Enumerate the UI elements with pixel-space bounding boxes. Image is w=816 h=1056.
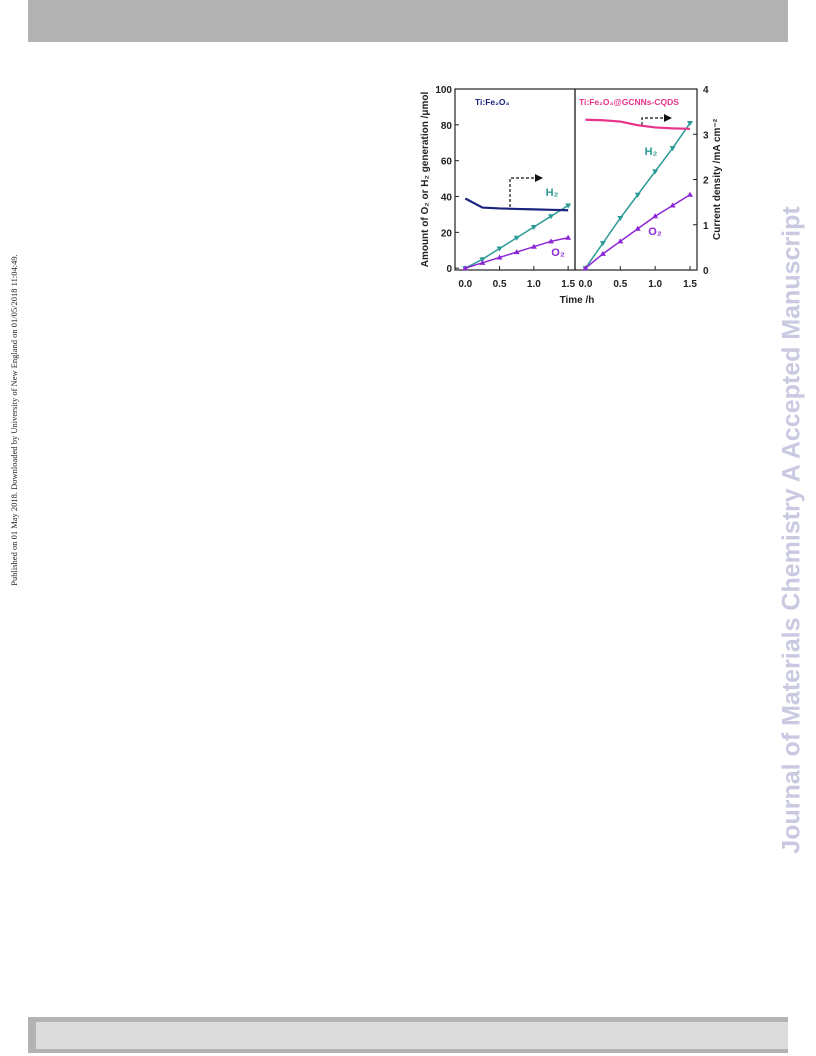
y2-tick-label: 4 (703, 85, 709, 96)
marker (687, 191, 694, 197)
marker (530, 243, 537, 249)
marker (634, 225, 641, 231)
x-tick-label: 0.0 (579, 279, 593, 290)
marker (479, 259, 486, 265)
marker (479, 257, 486, 263)
marker (634, 192, 641, 198)
x-axis-label: Time /h (560, 295, 595, 306)
marker (496, 254, 503, 260)
y-tick-label: 100 (435, 85, 452, 96)
header-bar (28, 0, 788, 42)
marker (496, 246, 503, 252)
x-tick-label: 0.0 (458, 279, 472, 290)
arrow (509, 117, 664, 207)
marker (565, 234, 572, 240)
footer-inner (36, 1022, 788, 1049)
x-tick-label: 1.0 (648, 279, 662, 290)
y-tick-label: 0 (446, 264, 452, 275)
y2-tick-label: 1 (703, 221, 709, 232)
marker (599, 250, 606, 256)
series-label: H₂ (546, 187, 559, 199)
y2-tick-label: 3 (703, 130, 709, 141)
marker (513, 249, 520, 255)
y-tick-label: 60 (441, 157, 453, 168)
panel-title: Ti:Fe₂O₃ (475, 97, 510, 107)
x-tick-label: 1.5 (561, 279, 575, 290)
marker (462, 265, 469, 271)
y-tick-label: 20 (441, 228, 453, 239)
panel-title: Ti:Fe₂O₃@GCNNs-CQDS (579, 97, 679, 107)
marker (617, 216, 624, 222)
panel-frame (454, 88, 576, 271)
marker (652, 213, 659, 219)
marker (548, 214, 554, 220)
marker (669, 146, 676, 152)
x-tick-label: 1.0 (527, 279, 541, 290)
marker (530, 224, 537, 230)
arrow-head (664, 114, 672, 122)
marker (617, 238, 624, 244)
y2-tick-label: 2 (703, 176, 709, 187)
series-label: O₂ (648, 226, 662, 238)
x-tick-label: 0.5 (613, 279, 627, 290)
marker (669, 202, 676, 208)
marker (652, 169, 659, 175)
series-label: O₂ (551, 247, 565, 259)
marker (548, 238, 554, 244)
series-line (585, 118, 691, 130)
marker (582, 265, 589, 271)
arrow-head (535, 174, 543, 182)
y-axis-label: Amount of O₂ or H₂ generation /μmol (420, 92, 431, 268)
x-tick-label: 0.5 (493, 279, 507, 290)
y2-axis-label: Current density /mA cm⁻² (712, 118, 723, 240)
series-line (464, 197, 569, 212)
y2-tick-label: 0 (703, 266, 709, 277)
marker (513, 235, 520, 241)
marker (599, 241, 606, 247)
series-label: H₂ (645, 146, 658, 158)
panel-frame (574, 88, 698, 271)
x-tick-label: 1.5 (683, 279, 697, 290)
y-tick-label: 80 (441, 121, 453, 132)
y-tick-label: 40 (441, 193, 453, 204)
marker (687, 121, 694, 127)
marker (565, 203, 572, 209)
